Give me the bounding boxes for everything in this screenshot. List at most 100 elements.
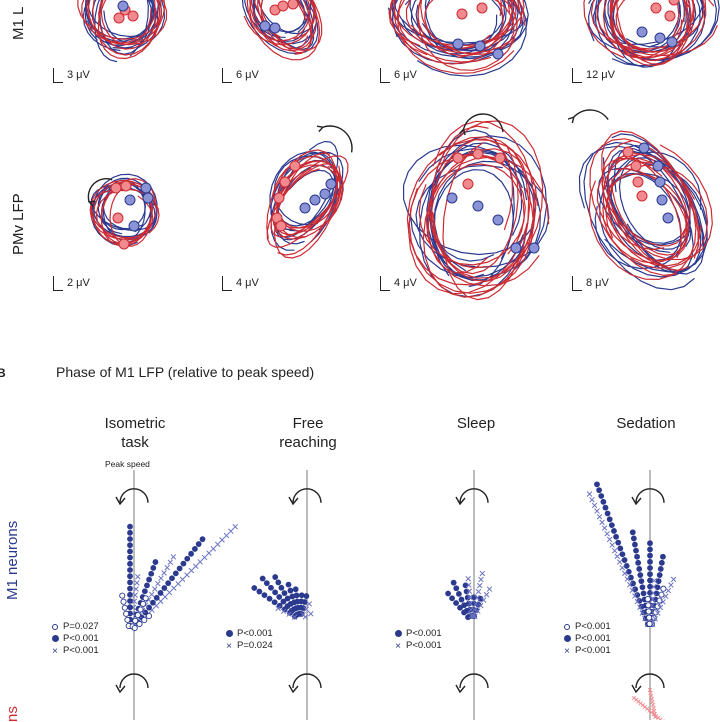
phase-dot <box>657 572 663 578</box>
phase-dot <box>630 529 636 535</box>
legend-free-reaching: P<0.001 ×P=0.024 <box>224 628 273 652</box>
phase-dot <box>169 575 175 581</box>
phase-dot <box>605 511 611 517</box>
phase-dot <box>638 578 644 584</box>
phase-dot <box>294 593 300 599</box>
phase-dot <box>127 586 133 592</box>
phase-cross <box>476 589 481 594</box>
phase-dot <box>641 590 647 596</box>
phase-dot <box>598 493 604 499</box>
phase-dot <box>272 599 278 605</box>
phase-dot <box>286 582 292 588</box>
phase-cross <box>587 492 592 497</box>
phase-dot <box>647 547 653 553</box>
phase-dot <box>453 585 459 591</box>
phase-dot <box>127 567 133 573</box>
phase-dot <box>264 580 270 586</box>
phase-dot <box>603 505 609 511</box>
phase-dot <box>459 597 465 603</box>
phase-dot <box>127 530 133 536</box>
phase-cross <box>466 576 471 581</box>
phase-cross <box>620 565 625 570</box>
phase-cross <box>228 529 233 534</box>
phase-cross <box>484 592 489 597</box>
phase-dot <box>279 585 285 591</box>
phase-open-dot <box>138 607 143 612</box>
phase-dot <box>607 516 613 522</box>
phase-cross <box>165 565 170 570</box>
phase-cross <box>671 577 676 582</box>
phase-dot <box>617 546 623 552</box>
phase-dot <box>276 594 282 600</box>
phase-dot <box>127 561 133 567</box>
phase-cross <box>171 586 176 591</box>
phase-cross <box>180 577 185 582</box>
phase-cross <box>307 601 312 606</box>
phase-dot <box>613 534 619 540</box>
phase-dot <box>594 481 600 487</box>
phase-cross <box>202 555 207 560</box>
phase-dot <box>200 536 206 542</box>
phase-dot <box>600 499 606 505</box>
phase-open-dot <box>120 593 125 598</box>
phase-open-dot <box>143 596 148 601</box>
phase-cross <box>600 520 605 525</box>
phase-dot <box>127 573 133 579</box>
phase-dot <box>181 561 187 567</box>
phase-cross <box>224 533 229 538</box>
phase-dot <box>267 596 273 602</box>
phase-dot <box>611 528 617 534</box>
phase-dot <box>453 600 459 606</box>
phase-dot <box>262 592 268 598</box>
phase-dot <box>268 585 274 591</box>
phase-dot <box>620 551 626 557</box>
phase-dot <box>647 553 653 559</box>
phase-cross <box>135 574 140 579</box>
phase-cross <box>590 497 595 502</box>
phase-cross <box>607 537 612 542</box>
phase-cross <box>615 554 620 559</box>
phase-cross <box>156 581 161 586</box>
phase-dot <box>660 554 666 560</box>
phase-cross <box>176 581 181 586</box>
phase-open-dot <box>141 601 146 606</box>
phase-cross <box>597 514 602 519</box>
phase-dot <box>304 593 310 599</box>
phase-dot <box>127 580 133 586</box>
phase-open-dot <box>647 621 652 626</box>
phase-dot <box>596 487 602 493</box>
phase-cross <box>211 546 216 551</box>
phase-dot <box>445 591 451 597</box>
phase-open-dot <box>646 609 651 614</box>
phase-cross <box>135 580 140 585</box>
phase-cross <box>308 611 313 616</box>
phase-cross <box>207 551 212 556</box>
legend-sedation: P<0.001 P<0.001 ×P<0.001 <box>562 621 611 657</box>
phase-dot <box>449 595 455 601</box>
phase-cross <box>198 559 203 564</box>
phase-open-dot <box>659 592 664 597</box>
phase-dot <box>127 549 133 555</box>
phase-dot <box>150 600 156 606</box>
phase-cross <box>133 593 138 598</box>
phase-cross <box>163 595 168 600</box>
phase-cross <box>592 503 597 508</box>
phase-cross <box>477 583 482 588</box>
phase-open-dot <box>132 625 137 630</box>
phase-dot <box>658 566 664 572</box>
phase-dot <box>282 590 288 596</box>
phase-cross <box>193 564 198 569</box>
phase-cross <box>168 560 173 565</box>
phase-dot <box>127 598 133 604</box>
phase-dot <box>188 551 194 557</box>
red-phase-cross <box>651 700 655 704</box>
red-phase-cross <box>652 706 656 710</box>
phase-cross <box>167 590 172 595</box>
phase-dot <box>647 540 653 546</box>
phase-open-dot <box>122 605 127 610</box>
phase-open-dot <box>124 611 129 616</box>
phase-dot <box>158 590 164 596</box>
phase-cross <box>669 583 674 588</box>
phase-dot <box>659 560 665 566</box>
phase-dot <box>161 585 167 591</box>
